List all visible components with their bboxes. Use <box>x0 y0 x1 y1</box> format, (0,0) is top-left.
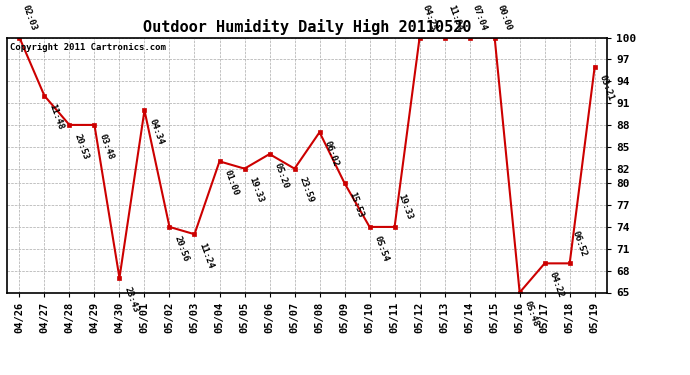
Text: 20:53: 20:53 <box>72 132 90 160</box>
Text: 11:24: 11:24 <box>197 242 215 270</box>
Text: 05:20: 05:20 <box>273 161 290 190</box>
Text: 07:04: 07:04 <box>471 3 489 32</box>
Text: 11:48: 11:48 <box>48 103 65 131</box>
Text: 19:33: 19:33 <box>248 176 265 204</box>
Text: 11:04: 11:04 <box>446 3 464 32</box>
Text: 04:22: 04:22 <box>548 271 565 299</box>
Title: Outdoor Humidity Daily High 20110520: Outdoor Humidity Daily High 20110520 <box>143 19 471 35</box>
Text: 23:43: 23:43 <box>122 285 140 314</box>
Text: 20:56: 20:56 <box>172 234 190 262</box>
Text: 00:00: 00:00 <box>496 3 513 32</box>
Text: 15:53: 15:53 <box>348 190 365 219</box>
Text: 23:59: 23:59 <box>297 176 315 204</box>
Text: 06:52: 06:52 <box>571 229 589 258</box>
Text: 03:48: 03:48 <box>97 132 115 160</box>
Text: 04:34: 04:34 <box>148 118 165 146</box>
Text: 19:33: 19:33 <box>396 193 413 221</box>
Text: Copyright 2011 Cartronics.com: Copyright 2011 Cartronics.com <box>10 43 166 52</box>
Text: 05:54: 05:54 <box>373 234 391 262</box>
Text: 02:03: 02:03 <box>21 3 39 32</box>
Text: 04:25: 04:25 <box>421 3 439 32</box>
Text: 03:21: 03:21 <box>598 74 615 102</box>
Text: 06:02: 06:02 <box>322 140 340 168</box>
Text: 01:00: 01:00 <box>222 169 240 197</box>
Text: 05:48: 05:48 <box>522 300 540 328</box>
